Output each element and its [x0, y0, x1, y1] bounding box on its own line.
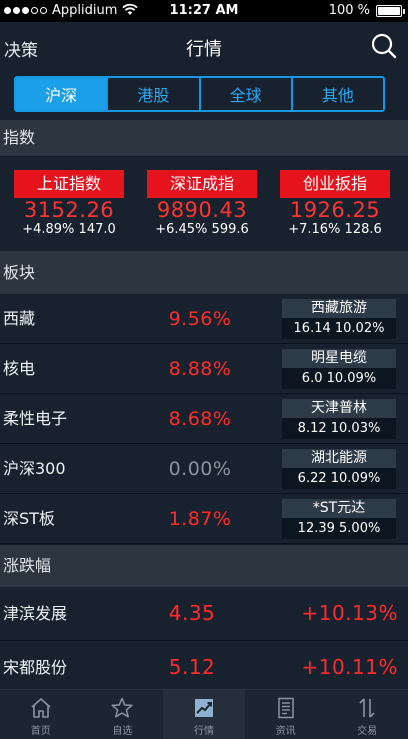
- back-button[interactable]: 决策: [4, 41, 38, 61]
- tab-label: 交易: [357, 726, 378, 737]
- tab-label: 自选: [112, 726, 133, 737]
- tab-label: 首页: [30, 726, 51, 737]
- sector-percent: 8.88%: [168, 358, 232, 380]
- sector-list: 西藏 9.56% 西藏旅游 16.14 10.02% 核电 8.88% 明星电缆…: [0, 294, 408, 544]
- stock-price: 4.35: [168, 601, 216, 625]
- sector-name: 沪深300: [3, 459, 66, 478]
- leading-stock[interactable]: 天津普林 8.12 10.03%: [282, 399, 396, 439]
- leading-stock[interactable]: 明星电缆 6.0 10.09%: [282, 349, 396, 389]
- index-change: +7.16% 128.6: [288, 222, 382, 237]
- signal-icon: [4, 7, 47, 14]
- leading-stock-name: *ST元达: [282, 499, 396, 518]
- leading-stock-quote: 8.12 10.03%: [297, 421, 381, 436]
- index-card-shenzhen[interactable]: 深证成指 9890.43 +6.45% 599.6: [137, 170, 267, 238]
- star-icon: [111, 697, 133, 718]
- stock-price: 5.12: [168, 655, 216, 679]
- battery-status: 100 %: [328, 3, 405, 18]
- index-value: 3152.26: [23, 198, 115, 222]
- index-name: 深证成指: [147, 170, 257, 198]
- leading-stock-name: 湖北能源: [282, 449, 396, 468]
- index-change: +6.45% 599.6: [155, 222, 249, 237]
- tab-hk-stocks[interactable]: 港股: [108, 78, 201, 110]
- sector-row-shenzhen-st[interactable]: 深ST板 1.87% *ST元达 12.39 5.00%: [0, 494, 408, 544]
- stock-change: +10.13%: [301, 601, 398, 625]
- index-name: 上证指数: [14, 170, 124, 198]
- index-value: 1926.25: [289, 198, 381, 222]
- leading-stock-name: 明星电缆: [282, 349, 396, 368]
- leading-stock-quote: 12.39 5.00%: [297, 521, 381, 536]
- index-card-chinext[interactable]: 创业扳指 1926.25 +7.16% 128.6: [270, 170, 400, 238]
- wifi-icon: [122, 3, 138, 15]
- leading-stock[interactable]: 湖北能源 6.22 10.09%: [282, 449, 396, 489]
- section-header-indices: 指数: [0, 120, 408, 156]
- clock: 11:27 AM: [169, 3, 239, 18]
- leading-stock[interactable]: 西藏旅游 16.14 10.02%: [282, 299, 396, 339]
- trade-icon: [359, 698, 375, 718]
- page-title: 行情: [186, 39, 222, 60]
- mover-row[interactable]: 宋都股份 5.12 +10.11%: [0, 641, 408, 695]
- index-value: 9890.43: [156, 198, 248, 222]
- sector-percent: 0.00%: [168, 458, 232, 480]
- sector-name: 核电: [3, 359, 36, 378]
- section-header-sectors: 板块: [0, 251, 408, 294]
- search-icon[interactable]: [370, 32, 398, 60]
- stock-change: +10.11%: [301, 655, 398, 679]
- carrier-info: Applidium: [4, 3, 117, 18]
- leading-stock-name: 西藏旅游: [282, 299, 396, 318]
- chart-icon: [194, 699, 213, 717]
- movers-list: 津滨发展 4.35 +10.13% 宋都股份 5.12 +10.11%: [0, 587, 408, 695]
- leading-stock-name: 天津普林: [282, 399, 396, 418]
- tab-hushen[interactable]: 沪深: [16, 78, 109, 110]
- bottom-tab-bar: 首页 自选 行情 资讯 交易: [0, 689, 408, 739]
- index-card-shanghai[interactable]: 上证指数 3152.26 +4.89% 147.0: [4, 170, 134, 238]
- sector-row-hs300[interactable]: 沪深300 0.00% 湖北能源 6.22 10.09%: [0, 444, 408, 494]
- tab-trade[interactable]: 交易: [326, 690, 408, 739]
- indices-panel: 上证指数 3152.26 +4.89% 147.0 深证成指 9890.43 +…: [0, 157, 408, 251]
- carrier-name: Applidium: [52, 3, 118, 18]
- tab-label: 行情: [193, 726, 214, 737]
- tab-market[interactable]: 行情: [163, 690, 245, 739]
- tab-label: 资讯: [275, 726, 296, 737]
- index-change: +4.89% 147.0: [22, 222, 116, 237]
- tab-home[interactable]: 首页: [0, 690, 82, 739]
- market-segmented-control: 沪深 港股 全球 其他: [14, 76, 385, 112]
- stock-name: 宋都股份: [3, 658, 68, 677]
- sector-row-tibet[interactable]: 西藏 9.56% 西藏旅游 16.14 10.02%: [0, 294, 408, 344]
- stock-name: 津滨发展: [3, 604, 68, 623]
- sector-row-flexible-electronics[interactable]: 柔性电子 8.68% 天津普林 8.12 10.03%: [0, 394, 408, 444]
- tab-news[interactable]: 资讯: [245, 690, 327, 739]
- tab-watchlist[interactable]: 自选: [82, 690, 164, 739]
- leading-stock-quote: 6.0 10.09%: [301, 371, 377, 386]
- navigation-bar: 决策 行情: [0, 22, 408, 70]
- tab-global[interactable]: 全球: [201, 78, 293, 110]
- leading-stock-quote: 6.22 10.09%: [297, 471, 381, 486]
- sector-percent: 9.56%: [168, 308, 232, 330]
- tab-other[interactable]: 其他: [321, 86, 354, 105]
- sector-row-nuclear[interactable]: 核电 8.88% 明星电缆 6.0 10.09%: [0, 344, 408, 394]
- sector-percent: 8.68%: [168, 408, 232, 430]
- status-bar: Applidium 11:27 AM 100 %: [0, 0, 408, 22]
- market-tabs-bar: 沪深 港股 全球 其他: [0, 70, 408, 120]
- leading-stock-quote: 16.14 10.02%: [293, 321, 385, 336]
- battery-percent: 100 %: [328, 3, 370, 18]
- sector-name: 西藏: [3, 309, 36, 328]
- home-icon: [31, 698, 51, 718]
- mover-row[interactable]: 津滨发展 4.35 +10.13%: [0, 587, 408, 641]
- battery-icon: [376, 4, 405, 17]
- sector-name: 深ST板: [3, 509, 55, 528]
- section-header-movers: 涨跌幅: [0, 545, 408, 587]
- news-icon: [277, 697, 294, 719]
- sector-name: 柔性电子: [3, 409, 68, 428]
- leading-stock[interactable]: *ST元达 12.39 5.00%: [282, 499, 396, 539]
- index-name: 创业扳指: [280, 170, 390, 198]
- sector-percent: 1.87%: [168, 508, 232, 530]
